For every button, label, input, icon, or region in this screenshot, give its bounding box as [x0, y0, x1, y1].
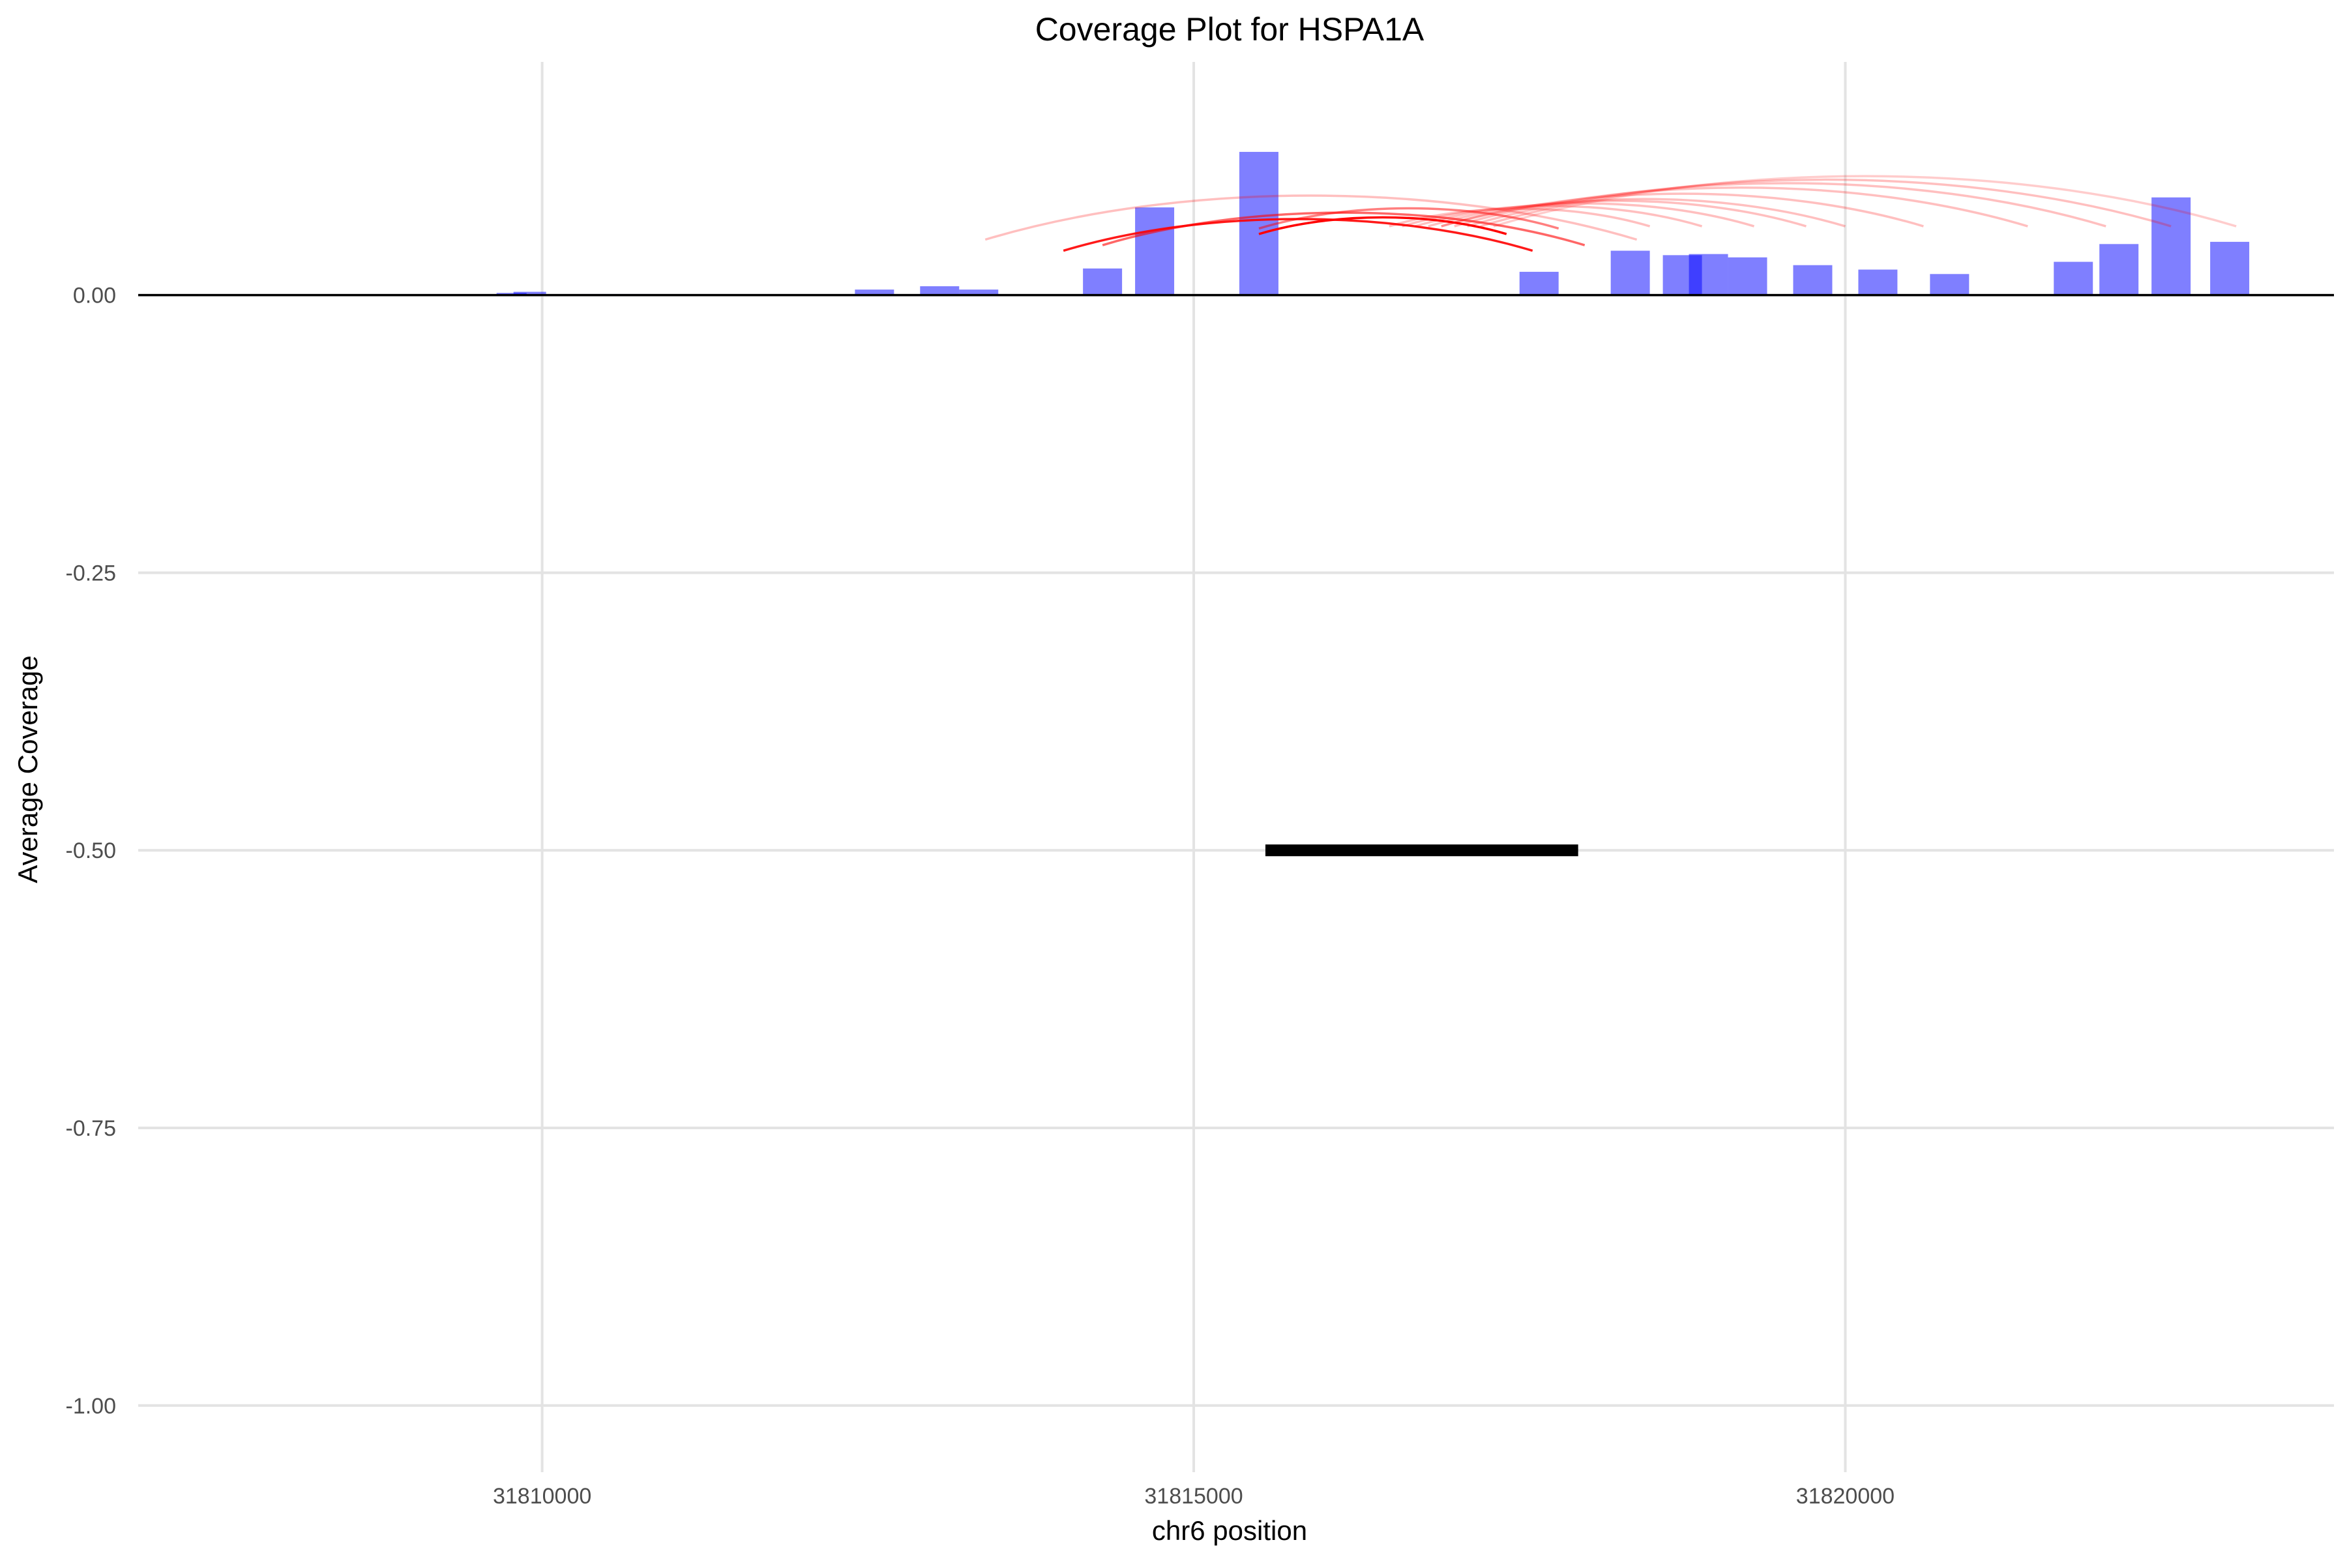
junction-arc: [1454, 186, 2028, 228]
junction-arc: [1480, 178, 2172, 228]
junction-arc: [1467, 182, 2106, 228]
junction-arc: [1441, 192, 1924, 228]
junction-arc: [1258, 216, 1507, 235]
coverage-bar: [1135, 207, 1175, 295]
coverage-bar: [1689, 254, 1728, 295]
y-tick-label: -0.50: [66, 838, 117, 863]
coverage-bar: [1519, 271, 1559, 295]
junction-arc: [1389, 207, 1651, 228]
junction-arc: [1258, 207, 1559, 230]
coverage-bar: [1083, 268, 1123, 295]
coverage-bar: [1930, 274, 1970, 295]
y-axis-title: Average Coverage: [12, 655, 43, 883]
coverage-bars: [496, 151, 2250, 295]
coverage-bar: [2151, 197, 2191, 295]
chart-title: Coverage Plot for HSPA1A: [1035, 11, 1424, 48]
grid-layer: [138, 62, 2334, 1472]
junction-arc: [1493, 175, 2237, 228]
junction-arc: [1428, 200, 1807, 228]
y-tick-label: 0.00: [73, 284, 116, 308]
coverage-bar: [1610, 250, 1650, 295]
y-tick-label: -1.00: [66, 1394, 117, 1419]
x-tick-label: 31810000: [493, 1484, 591, 1509]
coverage-bar: [855, 289, 894, 295]
coverage-bar: [959, 289, 999, 295]
x-axis-title: chr6 position: [1152, 1515, 1307, 1546]
coverage-bar: [920, 286, 960, 295]
x-tick-label: 31815000: [1144, 1484, 1243, 1509]
axis-labels: -1.00 -0.75 -0.50 -0.25 0.00 31810000 31815000…: [66, 284, 1895, 1509]
coverage-bar: [513, 291, 546, 295]
junction-arc: [1415, 202, 1755, 228]
coverage-bar: [2210, 241, 2250, 295]
coverage-bar: [1239, 151, 1278, 295]
y-tick-label: -0.75: [66, 1116, 117, 1141]
junction-arc: [1402, 205, 1703, 228]
junction-arcs: [984, 175, 2237, 252]
y-tick-label: -0.25: [66, 561, 117, 585]
x-tick-label: 31820000: [1796, 1484, 1895, 1509]
coverage-bar: [2054, 261, 2093, 295]
coverage-bar: [1858, 269, 1898, 295]
coverage-bar: [1728, 257, 1767, 295]
coverage-bar: [1793, 265, 1833, 295]
junction-arc: [1441, 198, 1846, 228]
coverage-bar: [2099, 244, 2139, 295]
junction-arc: [984, 194, 1638, 241]
